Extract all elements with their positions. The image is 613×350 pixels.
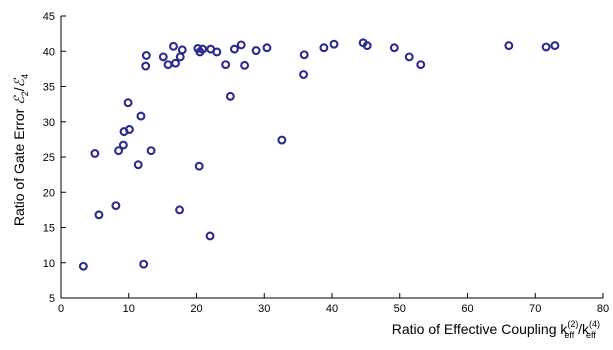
data-point	[404, 52, 414, 62]
x-axis-label: Ratio of Effective Coupling k(2) eff /k(4…	[392, 319, 600, 340]
data-point	[504, 41, 514, 51]
data-point	[78, 261, 88, 271]
x-tick-label: 30	[258, 303, 270, 315]
y-tick-label: 25	[43, 152, 55, 164]
data-point	[362, 41, 372, 51]
data-point	[163, 60, 173, 70]
data-point	[262, 43, 272, 53]
data-point	[136, 111, 146, 121]
x-tick-label: 60	[461, 303, 473, 315]
y-tick-label: 45	[43, 11, 55, 23]
y-tick-label: 10	[43, 258, 55, 270]
data-point	[299, 70, 308, 79]
y-tick-label: 20	[43, 187, 55, 199]
y-tick-label: 40	[43, 46, 55, 58]
data-point	[229, 44, 239, 54]
data-point	[299, 50, 309, 60]
data-point	[205, 231, 215, 241]
data-point	[416, 60, 426, 70]
data-point	[221, 60, 231, 70]
y-tick-label: 30	[43, 117, 55, 129]
data-point	[118, 140, 128, 150]
y-tick-label: 35	[43, 82, 55, 94]
data-point	[251, 46, 261, 55]
data-point	[139, 259, 149, 269]
data-point	[198, 44, 208, 54]
data-point	[177, 45, 187, 55]
axes	[60, 16, 603, 299]
data-point	[175, 52, 185, 62]
data-point	[124, 125, 134, 134]
data-point	[175, 205, 185, 215]
data-point	[212, 47, 222, 57]
data-point	[171, 58, 180, 68]
data-point	[114, 146, 124, 156]
data-point	[277, 135, 287, 145]
data-point	[541, 42, 551, 52]
data-point	[123, 98, 133, 108]
x-tick-label: 10	[123, 303, 135, 315]
data-point	[90, 149, 100, 158]
data-point	[169, 41, 178, 51]
x-tick-label: 50	[394, 303, 406, 315]
data-point	[94, 210, 104, 220]
y-tick-label: 15	[43, 223, 55, 235]
data-point	[133, 160, 143, 170]
data-points	[78, 38, 560, 271]
data-point	[225, 91, 235, 101]
data-point	[158, 52, 168, 62]
x-tick-label: 70	[529, 303, 541, 315]
data-point	[389, 43, 399, 53]
data-point	[146, 146, 156, 156]
data-point	[240, 60, 250, 70]
x-tick-label: 80	[597, 303, 609, 315]
data-point	[329, 39, 339, 49]
data-point	[141, 51, 151, 60]
data-point	[194, 161, 204, 171]
x-tick-label: 0	[58, 303, 64, 315]
x-tick-label: 40	[326, 303, 338, 315]
x-tick-label: 20	[190, 303, 202, 315]
data-point	[319, 43, 329, 53]
y-tick-label: 5	[49, 293, 55, 305]
data-point	[236, 40, 246, 50]
y-axis-label: Ratio of Gate Error ℰ2/ℰ4	[11, 74, 30, 226]
data-point	[111, 201, 121, 211]
data-point	[141, 61, 151, 71]
data-point	[550, 41, 560, 51]
ticks: 0 10 20 30 40 50 60 70 80 5 10 15 20 25 30 35 40 45	[43, 11, 609, 315]
